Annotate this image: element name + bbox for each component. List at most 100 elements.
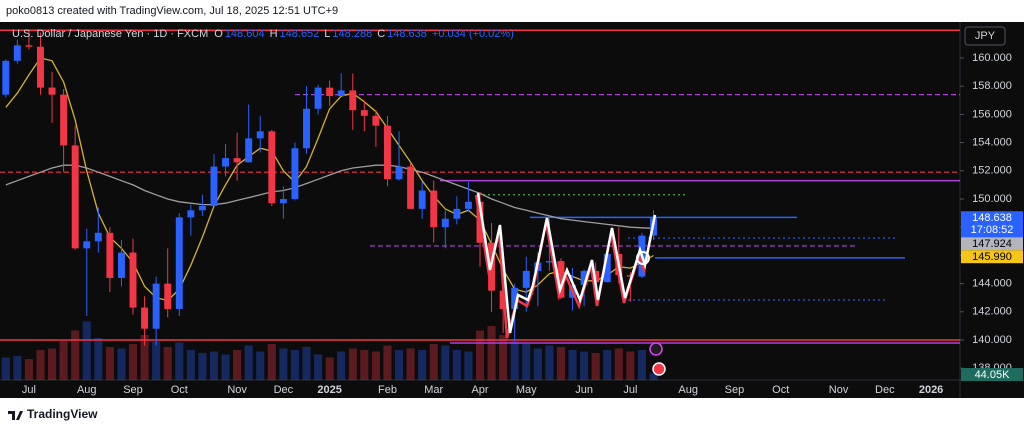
volume-bar: [348, 348, 357, 380]
x-tick-label: Apr: [471, 384, 488, 396]
price-label: 147.924: [972, 238, 1012, 250]
candle-body: [256, 131, 264, 139]
x-tick-label: Sep: [123, 384, 143, 396]
volume-bar: [221, 354, 230, 380]
candle-body: [60, 94, 68, 146]
x-tick-label: Jul: [623, 384, 637, 396]
x-tick-label: Aug: [678, 384, 698, 396]
footer-logo: [8, 411, 23, 420]
volume-bar: [13, 356, 22, 380]
plot: [0, 29, 960, 380]
volume-bar: [568, 350, 577, 380]
y-tick-label: 156.000: [972, 108, 1012, 120]
credit: poko0813 created with TradingView.com, J…: [6, 5, 338, 17]
x-tick-label: Jul: [22, 384, 36, 396]
volume-bar: [233, 350, 242, 380]
candle-body: [545, 261, 553, 263]
price-label: 148.638: [972, 212, 1012, 224]
volume-bar: [290, 350, 299, 380]
volume-bar: [649, 373, 658, 380]
volume-bar: [499, 335, 508, 380]
chart-title: U.S. Dollar / Japanese Yen · 1D · FXCM: [12, 28, 208, 40]
price-axis: [960, 22, 1024, 398]
x-tick-label: Sep: [725, 384, 745, 396]
volume-bar: [418, 350, 427, 380]
volume-bar: [475, 330, 485, 380]
volume-bar: [163, 347, 172, 380]
volume-bar: [325, 357, 334, 380]
volume-bar: [545, 345, 554, 380]
volume-bar: [71, 330, 80, 380]
volume-bar: [244, 345, 253, 380]
volume-bar: [429, 344, 438, 380]
credit-bar: [0, 0, 1024, 22]
candle-body: [198, 206, 206, 211]
candle-body: [187, 210, 195, 218]
volume-bar: [267, 344, 276, 380]
x-tick-label: Oct: [171, 384, 188, 396]
ohlc-value: 148.652: [280, 28, 320, 40]
volume-bar: [94, 338, 103, 380]
candle-body: [141, 307, 149, 329]
volume-bar: [383, 345, 392, 380]
y-tick-label: 144.000: [972, 278, 1012, 290]
candle-body: [464, 201, 472, 209]
candle-body: [48, 87, 56, 95]
ohlc-key: L: [324, 28, 330, 40]
volume-bar: [510, 341, 519, 380]
candle-body: [522, 270, 530, 288]
ohlc-key: C: [377, 28, 385, 40]
candle-body: [603, 253, 611, 283]
volume-bar: [36, 350, 45, 380]
candle-body: [337, 90, 345, 97]
volume-bar: [59, 341, 68, 380]
price-label: 145.990: [972, 251, 1012, 263]
volume-bar: [464, 351, 473, 380]
ohlc-value: 148.288: [332, 28, 372, 40]
x-tick-label: Feb: [378, 384, 397, 396]
volume-bar: [487, 326, 496, 380]
x-tick-label: Dec: [875, 384, 895, 396]
volume-bar: [452, 350, 461, 380]
candle-body: [175, 217, 183, 309]
volume-bar: [626, 351, 635, 380]
volume-bar: [198, 353, 207, 380]
volume-bar: [152, 341, 161, 380]
candle-body: [25, 45, 33, 47]
volume-bar: [394, 350, 404, 380]
volume-bar: [591, 353, 600, 380]
volume-bar: [614, 348, 623, 380]
volume-label: 44.05K: [975, 369, 1011, 381]
candle-body: [164, 283, 172, 309]
y-tick-label: 158.000: [972, 80, 1012, 92]
volume-bar: [441, 345, 450, 380]
candle-body: [441, 218, 449, 228]
footer-brand: TradingView: [27, 407, 98, 421]
moving-average: [5, 57, 654, 302]
volume-bar: [1, 357, 10, 380]
x-tick-label: Dec: [274, 384, 294, 396]
volume-bar: [117, 348, 126, 380]
candle-body: [453, 208, 461, 219]
volume-bar: [556, 347, 566, 380]
volume-bar: [105, 347, 114, 380]
candle-body: [626, 275, 634, 277]
candle-body: [580, 270, 588, 286]
candle-body: [557, 261, 565, 298]
candle-body: [210, 166, 218, 207]
candle-body: [418, 190, 426, 209]
ohlc-value: 148.604: [225, 28, 265, 40]
ohlc-key: H: [270, 28, 278, 40]
volume-bar: [82, 321, 91, 380]
x-tick-label: May: [516, 384, 537, 396]
volume-bar: [360, 350, 369, 380]
volume-bar: [186, 350, 195, 380]
ohlc-value: 148.638: [387, 28, 427, 40]
candle-body: [152, 283, 160, 329]
volume-bar: [406, 348, 415, 380]
x-tick-label: Nov: [829, 384, 849, 396]
candle-body: [106, 232, 114, 278]
volume-bar: [371, 351, 380, 380]
price-label-box: [961, 237, 1023, 251]
x-tick-label: 2026: [919, 384, 943, 396]
